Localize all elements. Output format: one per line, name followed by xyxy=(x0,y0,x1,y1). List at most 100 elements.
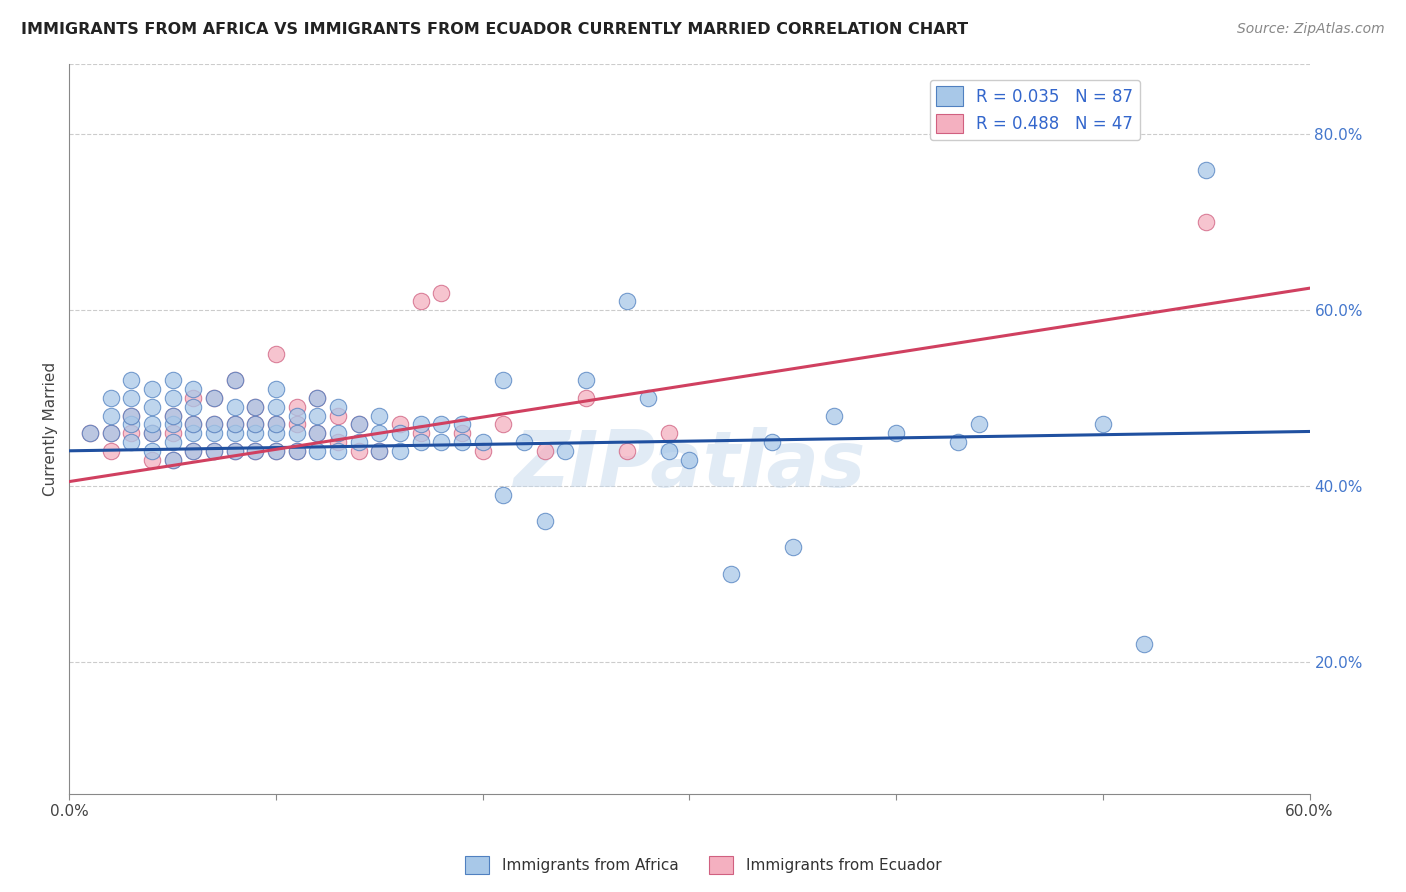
Point xyxy=(120,374,142,388)
Point xyxy=(326,400,349,414)
Point xyxy=(307,426,329,441)
Point xyxy=(388,443,411,458)
Point xyxy=(264,400,287,414)
Point xyxy=(285,417,308,432)
Point xyxy=(181,391,204,405)
Point xyxy=(388,417,411,432)
Point xyxy=(264,443,287,458)
Point xyxy=(307,409,329,423)
Point xyxy=(264,426,287,441)
Text: ZIPatlas: ZIPatlas xyxy=(513,427,866,503)
Point xyxy=(1091,417,1114,432)
Point xyxy=(162,435,184,450)
Point xyxy=(533,443,555,458)
Point xyxy=(162,417,184,432)
Point xyxy=(326,426,349,441)
Point xyxy=(264,347,287,361)
Point xyxy=(202,417,225,432)
Point xyxy=(285,443,308,458)
Point xyxy=(100,391,122,405)
Point xyxy=(368,443,391,458)
Point xyxy=(181,417,204,432)
Point xyxy=(347,443,370,458)
Point xyxy=(181,382,204,396)
Point xyxy=(120,391,142,405)
Point xyxy=(307,391,329,405)
Point xyxy=(120,417,142,432)
Point xyxy=(823,409,845,423)
Point xyxy=(141,452,163,467)
Point xyxy=(307,443,329,458)
Point xyxy=(120,426,142,441)
Point xyxy=(347,417,370,432)
Legend: R = 0.035   N = 87, R = 0.488   N = 47: R = 0.035 N = 87, R = 0.488 N = 47 xyxy=(929,79,1140,140)
Point xyxy=(264,443,287,458)
Point xyxy=(575,391,598,405)
Point xyxy=(967,417,990,432)
Point xyxy=(245,443,267,458)
Point xyxy=(347,417,370,432)
Point xyxy=(471,443,494,458)
Point xyxy=(100,409,122,423)
Point xyxy=(264,382,287,396)
Point xyxy=(575,374,598,388)
Point xyxy=(224,374,246,388)
Point xyxy=(285,426,308,441)
Point xyxy=(678,452,700,467)
Point xyxy=(181,400,204,414)
Point xyxy=(307,426,329,441)
Point xyxy=(637,391,659,405)
Point xyxy=(224,417,246,432)
Point xyxy=(720,566,742,581)
Point xyxy=(326,435,349,450)
Point xyxy=(430,285,453,300)
Point xyxy=(388,426,411,441)
Point xyxy=(181,417,204,432)
Point xyxy=(79,426,101,441)
Point xyxy=(513,435,536,450)
Point xyxy=(162,452,184,467)
Y-axis label: Currently Married: Currently Married xyxy=(44,362,58,496)
Point xyxy=(224,374,246,388)
Point xyxy=(368,426,391,441)
Point xyxy=(451,417,474,432)
Point xyxy=(326,443,349,458)
Point xyxy=(1195,215,1218,229)
Point xyxy=(181,443,204,458)
Point xyxy=(202,417,225,432)
Point xyxy=(224,443,246,458)
Point xyxy=(492,417,515,432)
Text: Source: ZipAtlas.com: Source: ZipAtlas.com xyxy=(1237,22,1385,37)
Point xyxy=(326,409,349,423)
Point xyxy=(141,426,163,441)
Point xyxy=(245,417,267,432)
Point xyxy=(368,443,391,458)
Point xyxy=(264,417,287,432)
Point xyxy=(307,391,329,405)
Point xyxy=(471,435,494,450)
Point xyxy=(409,417,432,432)
Point xyxy=(616,294,638,309)
Point xyxy=(162,409,184,423)
Point xyxy=(202,443,225,458)
Point xyxy=(202,391,225,405)
Point xyxy=(120,435,142,450)
Point xyxy=(141,443,163,458)
Point xyxy=(162,426,184,441)
Point xyxy=(761,435,783,450)
Point xyxy=(224,426,246,441)
Point xyxy=(181,443,204,458)
Point xyxy=(224,400,246,414)
Point xyxy=(1195,162,1218,177)
Point xyxy=(533,514,555,528)
Point xyxy=(430,435,453,450)
Point xyxy=(79,426,101,441)
Point xyxy=(554,443,576,458)
Point xyxy=(409,426,432,441)
Point xyxy=(616,443,638,458)
Point xyxy=(141,426,163,441)
Text: IMMIGRANTS FROM AFRICA VS IMMIGRANTS FROM ECUADOR CURRENTLY MARRIED CORRELATION : IMMIGRANTS FROM AFRICA VS IMMIGRANTS FRO… xyxy=(21,22,969,37)
Point xyxy=(658,443,681,458)
Legend: Immigrants from Africa, Immigrants from Ecuador: Immigrants from Africa, Immigrants from … xyxy=(458,850,948,880)
Point xyxy=(368,409,391,423)
